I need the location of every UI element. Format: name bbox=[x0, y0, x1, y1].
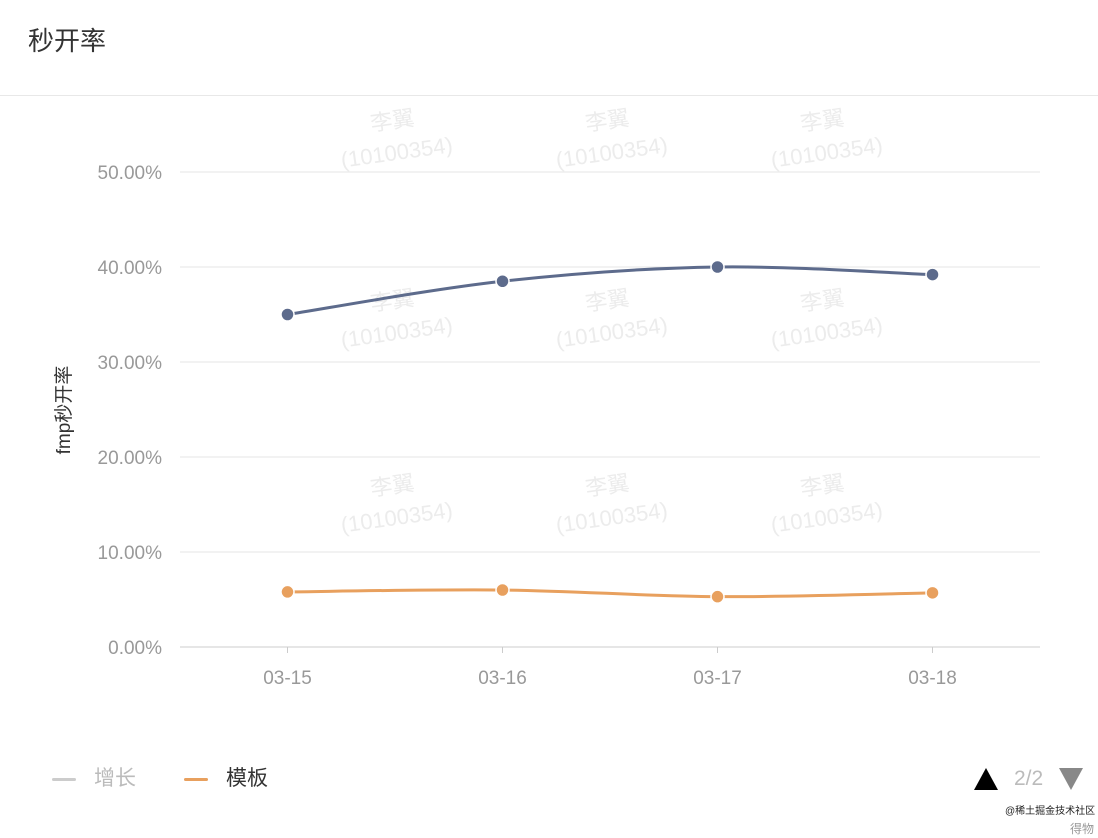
header-divider bbox=[0, 95, 1098, 96]
page-down-icon[interactable] bbox=[1059, 768, 1084, 790]
page-title: 秒开率 bbox=[28, 26, 107, 56]
data-point bbox=[925, 267, 940, 282]
svg-text:(10100354): (10100354) bbox=[339, 497, 454, 537]
legend-label: 增长 bbox=[94, 767, 136, 790]
svg-text:李翼: 李翼 bbox=[584, 470, 631, 501]
svg-text:(10100354): (10100354) bbox=[554, 497, 669, 537]
y-tick-label: 40.00% bbox=[98, 258, 163, 279]
legend-label: 模板 bbox=[226, 767, 268, 790]
svg-text:(10100354): (10100354) bbox=[339, 132, 454, 172]
x-tick-label: 03-16 bbox=[478, 668, 527, 689]
page-up-icon[interactable] bbox=[974, 768, 998, 790]
x-tick-label: 03-18 bbox=[908, 668, 957, 689]
svg-text:李翼: 李翼 bbox=[584, 285, 631, 316]
svg-text:李翼: 李翼 bbox=[799, 470, 846, 501]
watermark: 李翼(10100354) bbox=[769, 470, 884, 537]
watermark: 李翼(10100354) bbox=[339, 470, 454, 537]
credit-brand: 得物 bbox=[1070, 822, 1095, 836]
data-point bbox=[495, 582, 510, 598]
legend-item-growth[interactable]: 增长 bbox=[52, 766, 136, 792]
svg-text:(10100354): (10100354) bbox=[769, 497, 884, 537]
watermark: 李翼(10100354) bbox=[339, 105, 454, 172]
svg-text:李翼: 李翼 bbox=[369, 105, 416, 136]
y-tick-label: 20.00% bbox=[98, 448, 163, 469]
svg-text:(10100354): (10100354) bbox=[339, 312, 454, 352]
data-point bbox=[710, 589, 725, 604]
watermark: 李翼(10100354) bbox=[769, 105, 884, 172]
series-line-0 bbox=[287, 265, 933, 316]
legend: 增长 模板 bbox=[52, 766, 316, 792]
series-line-1 bbox=[287, 588, 933, 599]
legend-item-template[interactable]: 模板 bbox=[184, 766, 268, 792]
y-tick-label: 10.00% bbox=[98, 543, 163, 564]
svg-text:(10100354): (10100354) bbox=[554, 132, 669, 172]
watermark: 李翼(10100354) bbox=[554, 285, 669, 352]
data-point bbox=[495, 274, 510, 289]
legend-line-icon bbox=[52, 777, 76, 781]
watermark: 李翼(10100354) bbox=[554, 470, 669, 537]
x-tick-label: 03-17 bbox=[693, 668, 742, 689]
data-point bbox=[925, 585, 940, 601]
watermark: 李翼(10100354) bbox=[554, 105, 669, 172]
legend-line-icon bbox=[184, 777, 208, 781]
credit-text: @稀土掘金技术社区 bbox=[1005, 806, 1096, 817]
watermark: 李翼(10100354) bbox=[769, 285, 884, 352]
svg-text:李翼: 李翼 bbox=[799, 105, 846, 136]
svg-text:(10100354): (10100354) bbox=[769, 132, 884, 172]
svg-text:李翼: 李翼 bbox=[369, 470, 416, 501]
svg-text:李翼: 李翼 bbox=[584, 105, 631, 136]
svg-text:(10100354): (10100354) bbox=[554, 312, 669, 352]
y-tick-label: 0.00% bbox=[108, 638, 162, 659]
y-axis-label: fmp秒开率 bbox=[53, 366, 75, 455]
svg-text:(10100354): (10100354) bbox=[769, 312, 884, 352]
y-tick-label: 30.00% bbox=[98, 353, 163, 374]
data-point bbox=[280, 307, 295, 322]
y-tick-label: 50.00% bbox=[98, 163, 163, 184]
svg-text:李翼: 李翼 bbox=[799, 285, 846, 316]
legend-pager: 2/2 bbox=[974, 766, 1084, 792]
data-point bbox=[280, 584, 295, 600]
data-point bbox=[710, 259, 725, 275]
x-tick-label: 03-15 bbox=[263, 668, 312, 689]
page-indicator: 2/2 bbox=[1014, 767, 1044, 790]
